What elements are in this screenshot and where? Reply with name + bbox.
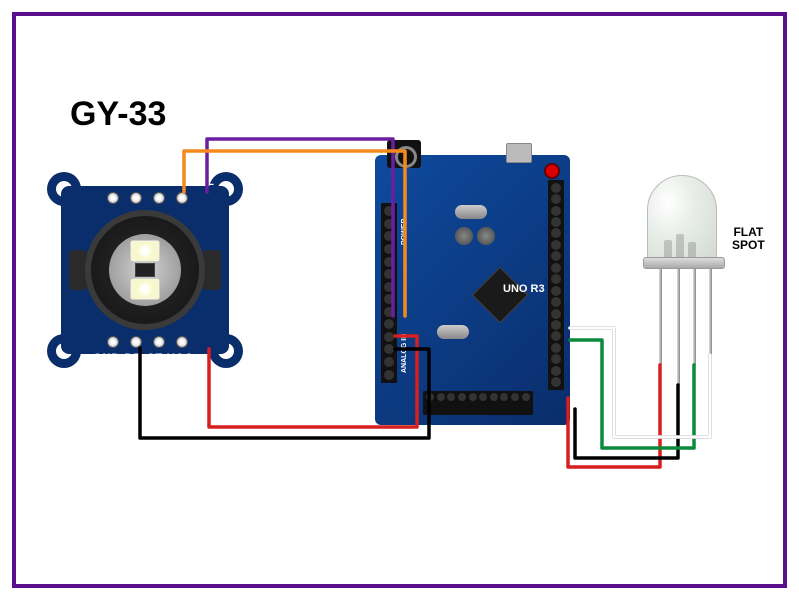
analog-label: ANALOG IN [401,334,408,373]
illumination-led [130,278,160,300]
illumination-led [130,240,160,262]
capacitor [455,227,473,245]
sensor-lens [109,234,181,306]
top-pin-labels: NC INTSDASCL [99,176,217,188]
led-pin-g [693,269,696,365]
top-pin-header [107,192,188,204]
atmega-chip [472,267,529,324]
led-flange [643,257,725,269]
bottom-pin-labels: GND DR CT VCC [93,352,193,364]
crystal-oscillator [437,325,469,339]
color-sensor-chip [135,263,155,277]
led-pin-r [659,269,662,365]
sensor-tab [203,250,221,290]
capacitor [477,227,495,245]
reset-button [544,163,560,179]
rgb-led [645,175,725,375]
gy33-sensor-module: NC INTSDASCL GND DR CT VCC [45,170,245,370]
sensor-lens-housing [85,210,205,330]
crystal-oscillator [455,205,487,219]
power-label: POWER [401,219,408,245]
board-label: UNO R3 [503,283,545,295]
flat-spot-label: FLATSPOT [732,226,765,252]
icsp-header [423,391,533,415]
led-pin-b [709,269,712,355]
dc-barrel-jack [387,140,421,168]
arduino-uno-r3: UNO R3 POWER ANALOG IN [375,155,570,425]
power-analog-header [381,203,397,383]
digital-header [548,180,564,390]
usb-port [506,143,532,163]
bottom-pin-header [107,336,188,348]
led-internal-structure [660,230,704,260]
module-title: GY-33 [70,95,166,134]
led-pin-gnd [677,269,680,385]
